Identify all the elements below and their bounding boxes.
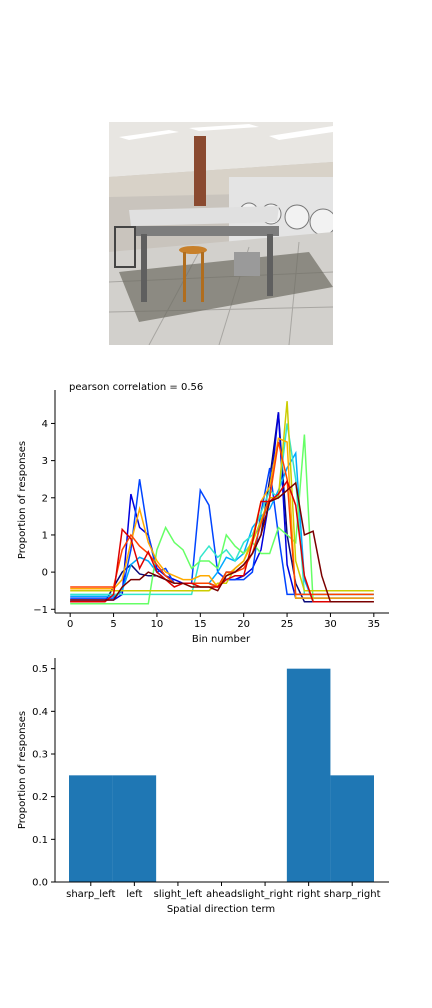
- bar-chart-ylabel: Proportion of responses: [17, 711, 28, 829]
- y-tick-label: 2: [42, 493, 48, 504]
- bar-left: [112, 775, 157, 882]
- y-tick-label: 0.0: [32, 878, 48, 889]
- x-tick-label: right: [297, 889, 321, 900]
- series-line-2: [70, 412, 374, 601]
- bar-chart: sharp_left left slight_left ahead slight_rig…: [17, 658, 389, 915]
- y-tick-label: 1: [42, 530, 48, 541]
- series-line-7: [70, 401, 374, 592]
- series-line-11: [70, 481, 374, 603]
- y-tick-label: 0: [42, 568, 48, 579]
- x-tick-label: 25: [281, 619, 294, 630]
- bar-right: [286, 668, 331, 882]
- y-tick-label: 0.1: [32, 835, 48, 846]
- x-tick-label: 15: [194, 619, 207, 630]
- laundromat-photo: [109, 122, 333, 345]
- y-tick-label: −1: [33, 605, 48, 616]
- line-chart-ylabel: Proportion of responses: [17, 441, 28, 559]
- x-tick-label: 10: [151, 619, 164, 630]
- y-tick-label: 3: [42, 456, 48, 467]
- x-tick-label: left: [126, 889, 142, 900]
- x-tick-label: 5: [110, 619, 116, 630]
- bar-chart-xlabel: Spatial direction term: [167, 904, 275, 915]
- y-tick-label: 0.5: [32, 664, 48, 675]
- x-tick-label: 20: [237, 619, 250, 630]
- series-line-5: [70, 423, 374, 596]
- x-tick-label: sharp_right: [324, 889, 381, 900]
- x-tick-label: 0: [67, 619, 73, 630]
- x-tick-label: 30: [324, 619, 337, 630]
- y-tick-label: 0.3: [32, 750, 48, 761]
- x-tick-label: 35: [367, 619, 380, 630]
- series-line-9: [70, 441, 374, 596]
- bar-sharp_right: [330, 775, 374, 882]
- series-line-8: [70, 437, 374, 599]
- y-tick-label: 0.2: [32, 792, 48, 803]
- x-tick-label: ahead: [206, 889, 237, 900]
- y-tick-label: 0.4: [32, 707, 48, 718]
- line-chart-xlabel: Bin number: [192, 634, 251, 645]
- x-tick-label: slight_left: [154, 889, 203, 900]
- bar-sharp_left: [69, 775, 113, 882]
- line-chart-title: pearson correlation = 0.56: [69, 382, 203, 393]
- line-chart: pearson correlation = 0.56 0 5 10 15 20 25 30 3…: [17, 382, 389, 645]
- y-tick-label: 4: [42, 419, 48, 430]
- x-tick-label: sharp_left: [66, 889, 115, 900]
- x-tick-label: slight_right: [237, 889, 293, 900]
